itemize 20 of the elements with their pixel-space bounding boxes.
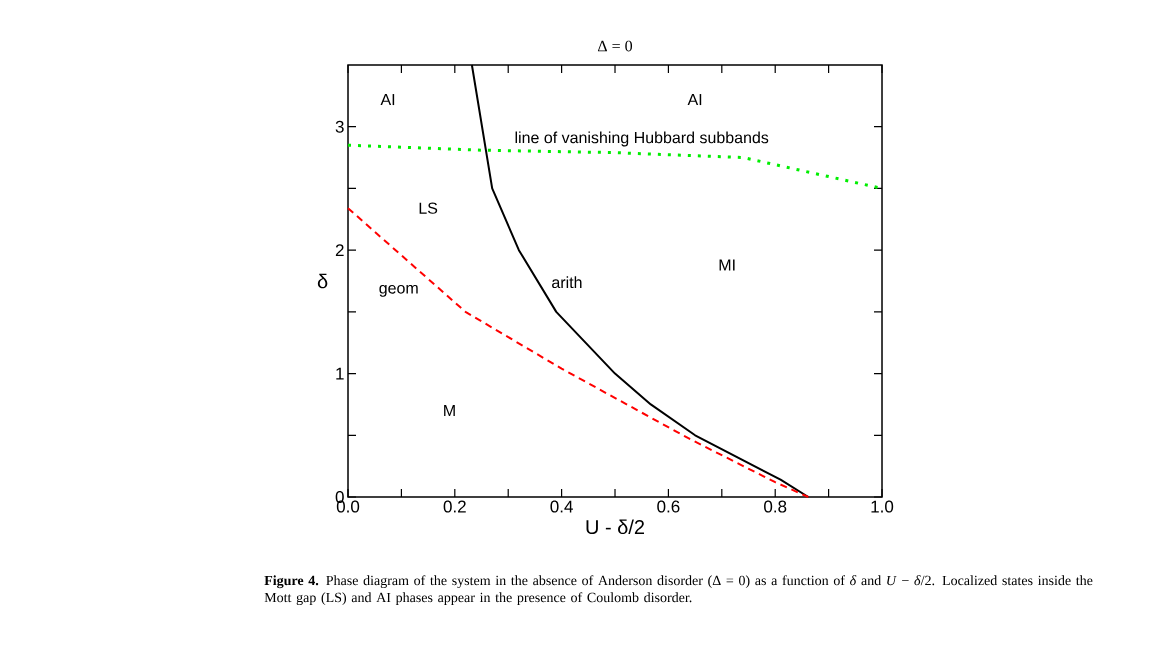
- annotation: LS: [419, 202, 438, 214]
- x-axis-title: U - δ/2: [586, 519, 645, 535]
- x-tick-label: 0.8: [764, 500, 787, 513]
- text: Figure 4. Phase diagram of the system in the absence of Anderson disorder (Δ = 0) as a function of δ and U − δ/2. Localized states inside the Mott gap (LS) and AI phases appear in the presence of Coulomb disorder.: [264, 575, 1093, 606]
- y-tick-label: 1: [336, 367, 344, 380]
- annotation: AI: [687, 94, 702, 106]
- y-tick-label: 2: [335, 244, 344, 257]
- annotation: line of vanishing Hubbard subbands: [515, 131, 769, 147]
- annotation: AI: [380, 94, 395, 106]
- x-tick-label: 0.4: [550, 500, 573, 513]
- annotation: MI: [719, 259, 735, 271]
- x-tick-label: 1.0: [871, 500, 894, 513]
- y-axis-title: δ: [317, 273, 328, 289]
- x-tick-label: 0.6: [657, 500, 680, 513]
- chart-title: Δ = 0: [597, 40, 633, 52]
- annotation: arith: [552, 276, 582, 289]
- x-tick-label: 0.2: [443, 500, 466, 513]
- y-tick-label: 3: [335, 120, 344, 133]
- annotation: geom: [379, 284, 418, 297]
- annotation: M: [444, 405, 455, 417]
